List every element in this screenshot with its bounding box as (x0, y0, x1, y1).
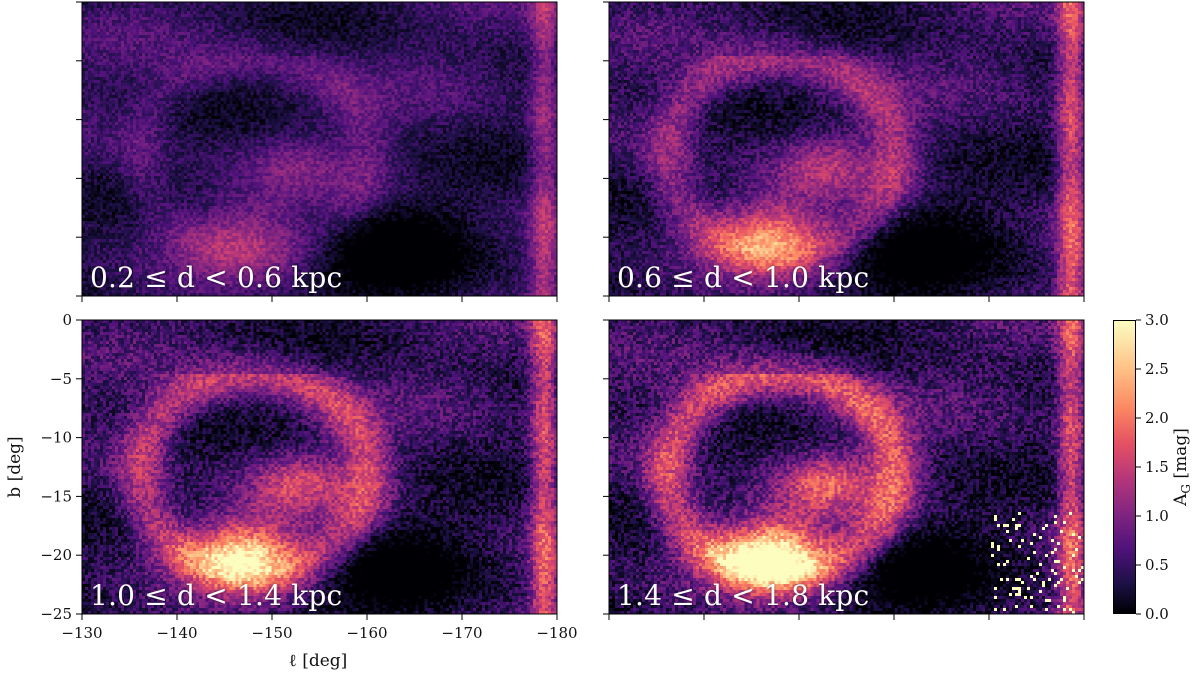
y-tick-label: −15 (40, 487, 72, 505)
x-axis-label: ℓ [deg] (289, 651, 348, 671)
heatmap-panel-1: 0.2 ≤ d < 0.6 kpc (82, 2, 557, 296)
colorbar-tick-label: 2.5 (1145, 360, 1169, 378)
panel-label-2: 0.6 ≤ d < 1.0 kpc (617, 261, 870, 294)
y-tick-label: 0 (62, 311, 72, 329)
panel-label-1: 0.2 ≤ d < 0.6 kpc (90, 261, 343, 294)
x-tick-label: −160 (346, 624, 387, 642)
colorbar-tick-label: 0.0 (1145, 605, 1169, 623)
colorbar-tick-label: 1.5 (1145, 458, 1169, 476)
heatmap-panel-4: 1.4 ≤ d < 1.8 kpc (609, 320, 1084, 614)
x-tick-label: −180 (536, 624, 577, 642)
y-tick-label: −10 (40, 429, 72, 447)
y-tick-label: −25 (40, 605, 72, 623)
heatmap-canvas-3 (82, 320, 557, 614)
x-tick-label: −130 (61, 624, 102, 642)
colorbar (1113, 320, 1136, 614)
heatmap-canvas-4 (609, 320, 1084, 614)
colorbar-label: AG [mag] (1171, 428, 1193, 507)
x-tick-labels: −130 −140 −150 −160 −170 −180 (61, 624, 577, 642)
y-tick-labels: 0 −5 −10 −15 −20 −25 (40, 311, 72, 623)
heatmap-panel-2: 0.6 ≤ d < 1.0 kpc (609, 2, 1084, 296)
x-tick-label: −170 (441, 624, 482, 642)
panel-label-3: 1.0 ≤ d < 1.4 kpc (90, 579, 343, 612)
y-axis-label: b [deg] (5, 436, 25, 497)
colorbar-tick-label: 3.0 (1145, 311, 1169, 329)
colorbar-tick-label: 2.0 (1145, 409, 1169, 427)
heatmap-panel-3: 1.0 ≤ d < 1.4 kpc (82, 320, 557, 614)
heatmap-canvas-2 (609, 2, 1084, 296)
colorbar-tick-label: 0.5 (1145, 556, 1169, 574)
x-tick-label: −140 (156, 624, 197, 642)
y-tick-label: −20 (40, 546, 72, 564)
panel-label-4: 1.4 ≤ d < 1.8 kpc (617, 579, 870, 612)
colorbar-tick-labels: 0.0 0.5 1.0 1.5 2.0 2.5 3.0 (1136, 311, 1169, 623)
heatmap-canvas-1 (82, 2, 557, 296)
colorbar-tick-label: 1.0 (1145, 507, 1169, 525)
x-tick-label: −150 (251, 624, 292, 642)
y-tick-label: −5 (50, 370, 72, 388)
